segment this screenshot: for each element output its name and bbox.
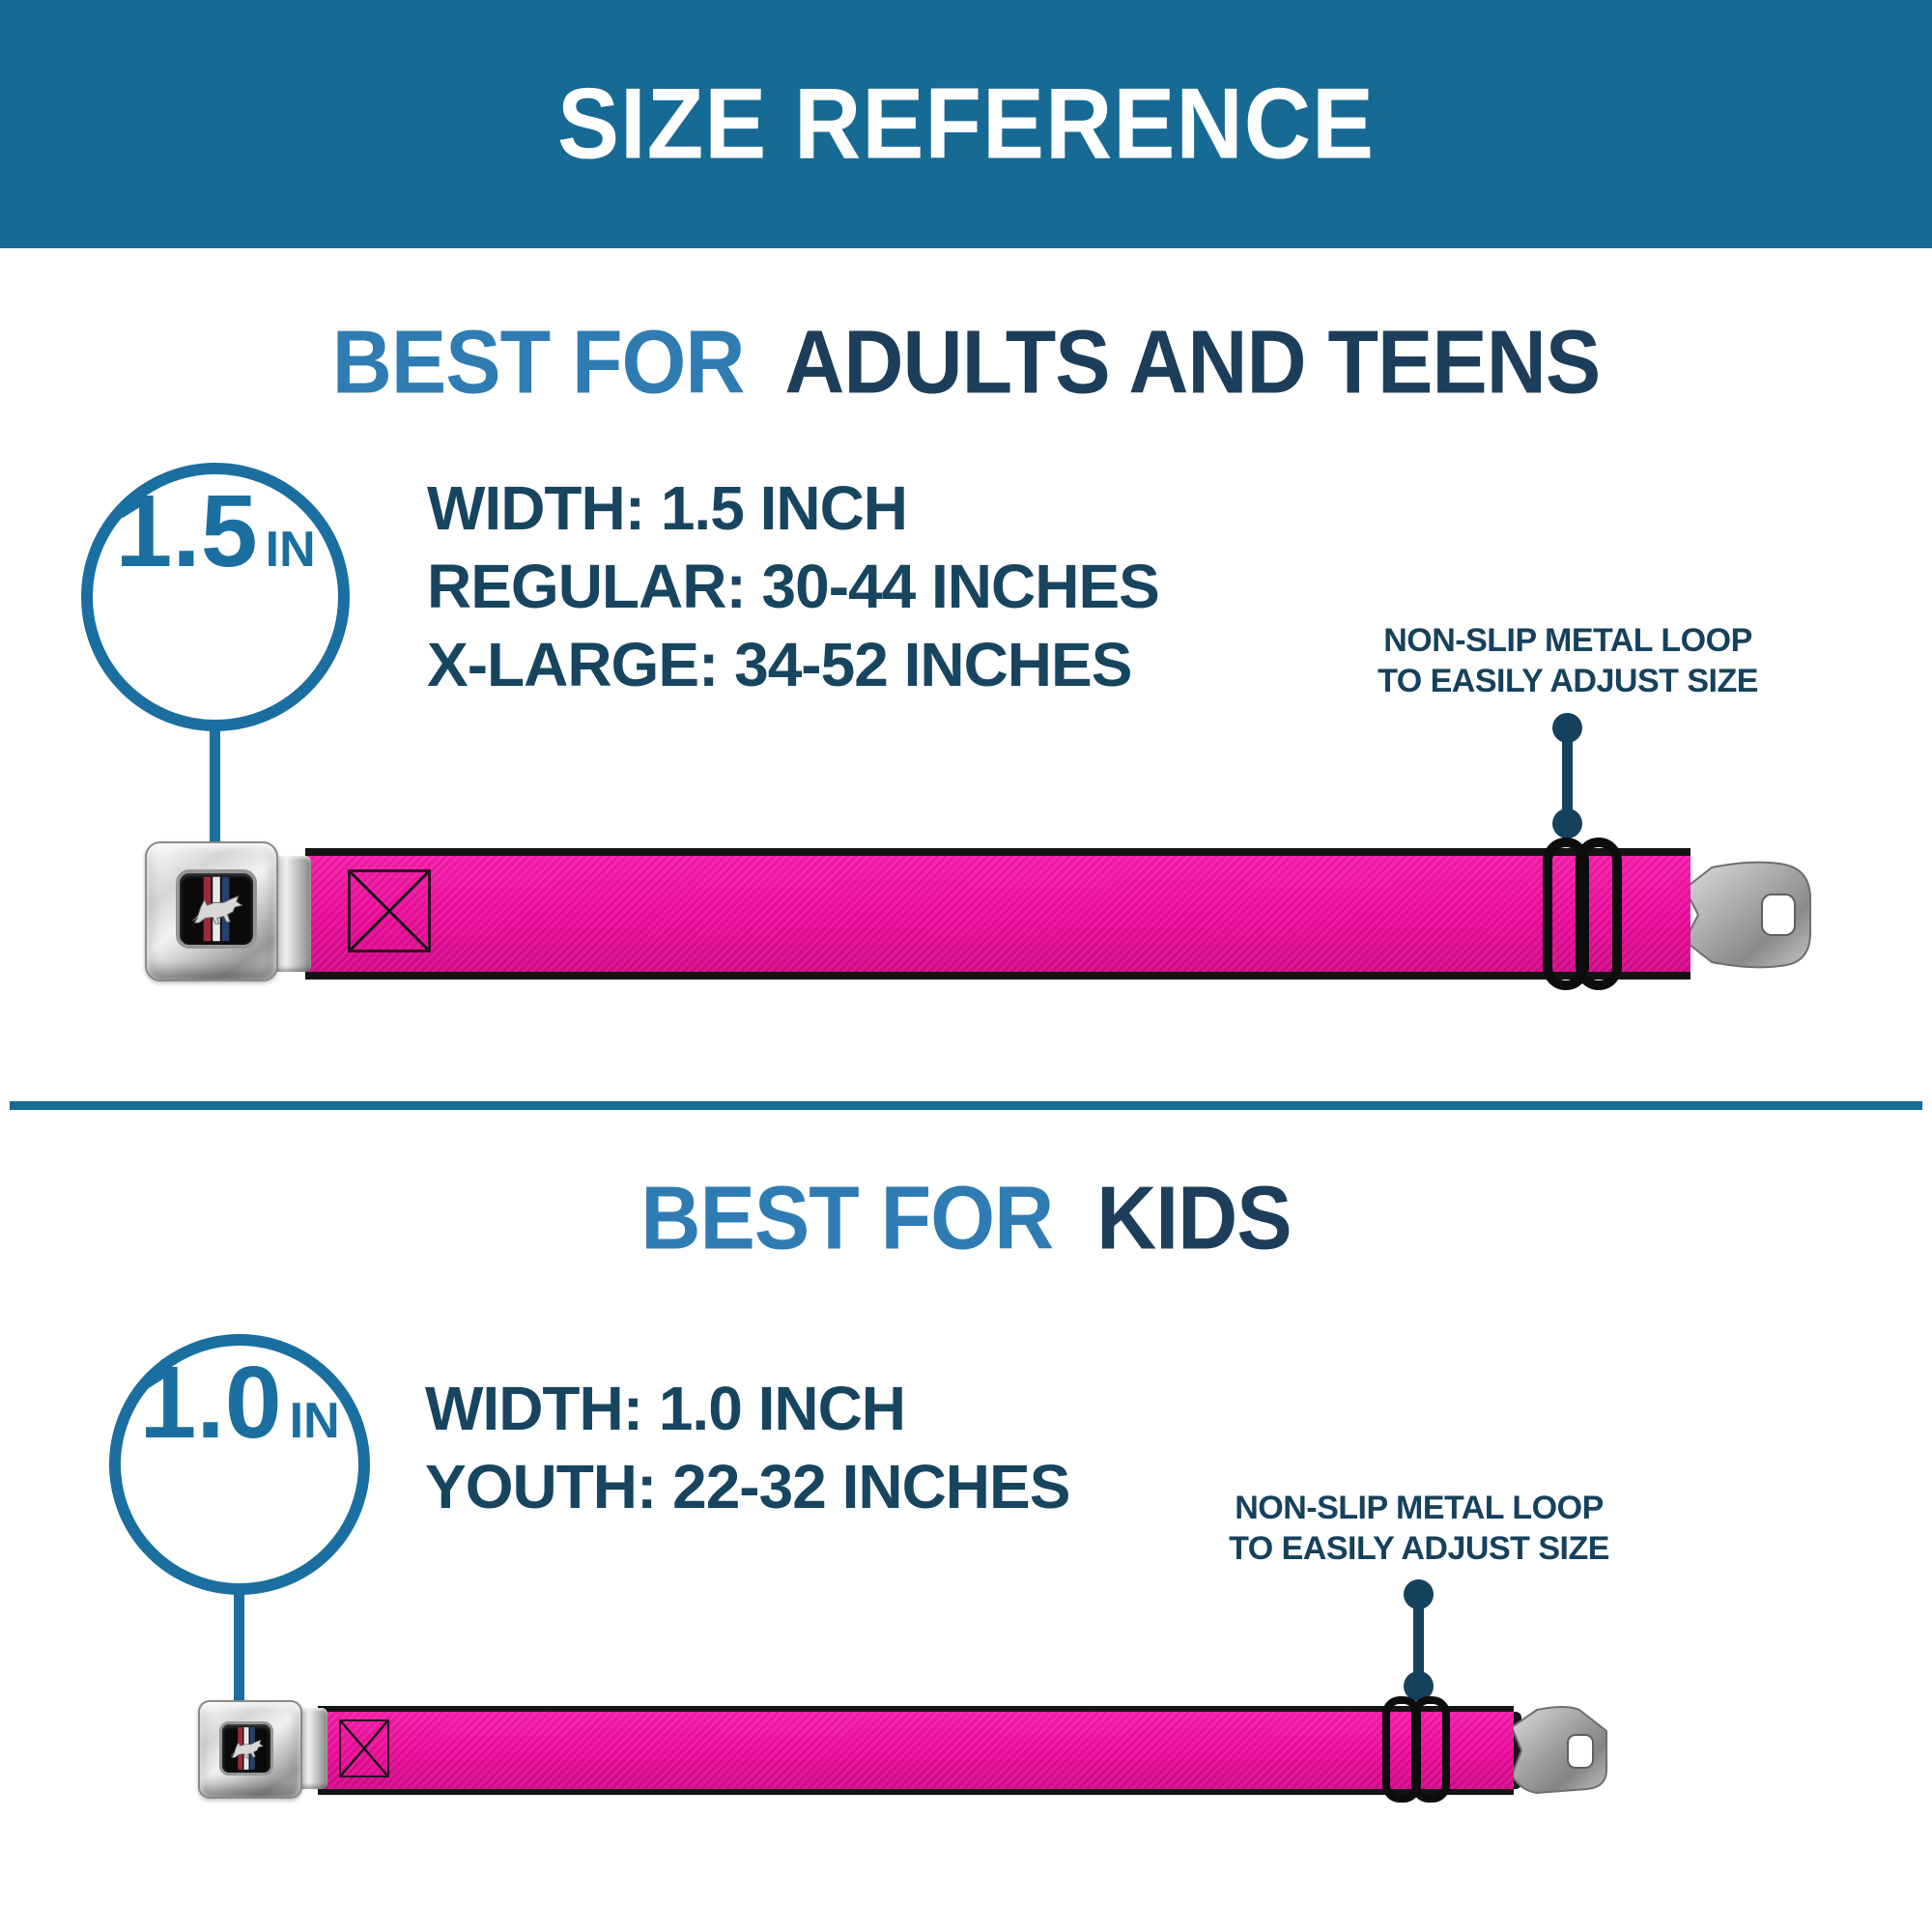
size-badge-unit: IN [289,1393,340,1449]
size-badge-unit: IN [265,522,316,578]
size-badge-text: 1.5 IN [115,480,315,582]
buckle-face [219,1721,273,1776]
heading-accent: BEST FOR [331,312,746,412]
buckle-face [176,869,257,949]
stitch-box-icon [339,1719,389,1777]
spec-list: WIDTH: 1.0 INCH YOUTH: 22-32 INCHES [425,1370,1070,1526]
belt-webbing [318,1706,1514,1795]
size-badge-value: 1.0 [139,1346,282,1460]
heading-main: ADULTS AND TEENS [784,312,1601,412]
section-divider [10,1101,1922,1110]
section-adults-heading: BEST FOR ADULTS AND TEENS [0,311,1932,414]
spec-line: WIDTH: 1.0 INCH [425,1374,906,1443]
callout-line: NON-SLIP METAL LOOP [1383,622,1752,659]
loop-callout: NON-SLIP METAL LOOP TO EASILY ADJUST SIZ… [1278,620,1858,701]
adjuster-loop-icon [1543,838,1622,992]
spec-line: X-LARGE: 34-52 INCHES [427,630,1132,699]
size-pointer-line [210,724,220,848]
spec-list: WIDTH: 1.5 INCH REGULAR: 30-44 INCHES X-… [427,469,1160,704]
size-badge-circle: 1.0 IN [109,1334,370,1595]
callout-line: TO EASILY ADJUST SIZE [1378,663,1758,699]
heading-accent: BEST FOR [640,1168,1054,1268]
callout-pointer-line [1404,1579,1434,1701]
mustang-logo-icon [230,1727,265,1770]
size-badge-value: 1.5 [115,474,258,588]
callout-line: NON-SLIP METAL LOOP [1235,1490,1604,1526]
callout-pointer-line [1552,713,1582,838]
mustang-logo-icon [191,876,243,942]
page-title: SIZE REFERENCE [556,68,1376,180]
spec-line: YOUTH: 22-32 INCHES [425,1452,1070,1521]
loop-ring [1576,838,1622,990]
loop-ring [1411,1696,1450,1803]
banner: SIZE REFERENCE [0,0,1932,248]
seatbelt-buckle [145,841,278,981]
section-kids-heading: BEST FOR KIDS [0,1167,1932,1270]
belt-webbing [305,848,1690,980]
size-badge-text: 1.0 IN [139,1351,339,1454]
size-pointer-line [234,1589,244,1709]
belt-tip-icon [1506,1706,1607,1795]
loop-callout: NON-SLIP METAL LOOP TO EASILY ADJUST SIZ… [1129,1488,1709,1569]
size-badge-circle: 1.5 IN [81,463,350,731]
spec-line: WIDTH: 1.5 INCH [427,473,908,543]
stitch-box-icon [348,869,431,952]
adjuster-loop-icon [1382,1696,1450,1804]
belt-graphic-adult [145,837,1812,993]
callout-line: TO EASILY ADJUST SIZE [1229,1530,1609,1567]
spec-line: REGULAR: 30-44 INCHES [427,552,1160,621]
stitch-x-icon [351,872,428,950]
belt-tip-icon [1683,861,1811,969]
heading-main: KIDS [1096,1168,1292,1268]
seatbelt-buckle [198,1700,302,1799]
belt-graphic-kids [198,1696,1608,1804]
stitch-x-icon [341,1721,387,1776]
